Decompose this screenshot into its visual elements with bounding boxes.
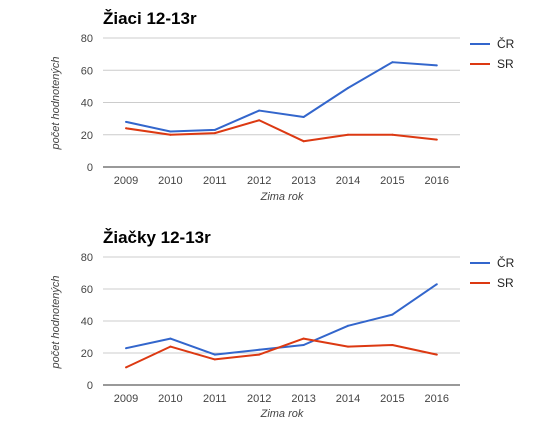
data-point <box>302 344 305 346</box>
y-tick-label: 20 <box>81 348 93 360</box>
data-point <box>169 345 172 348</box>
data-point <box>435 64 438 67</box>
y-tick-label: 20 <box>81 130 93 142</box>
x-tick-label: 2011 <box>203 393 227 405</box>
legend-label: ČR <box>497 255 515 270</box>
data-point <box>347 324 349 327</box>
data-point <box>169 130 172 133</box>
data-point <box>302 116 305 119</box>
x-tick-label: 2010 <box>158 175 182 187</box>
y-tick-label: 80 <box>81 33 93 45</box>
x-tick-label: 2016 <box>425 175 449 187</box>
x-tick-label: 2012 <box>247 175 271 187</box>
x-tick-label: 2010 <box>158 393 182 405</box>
data-point <box>347 86 349 89</box>
chart-title: Žiaci 12-13r <box>103 9 197 28</box>
data-point <box>213 353 216 356</box>
legend-label: SR <box>497 276 514 290</box>
chart-ziaci: Žiaci 12-13r 0 20 40 60 80 2009 2010 2011 2012 2… <box>50 9 515 203</box>
data-point <box>258 109 261 112</box>
x-tick-label: 2009 <box>114 393 138 405</box>
data-point <box>391 61 394 64</box>
y-tick-label: 0 <box>87 162 93 174</box>
data-point <box>125 120 127 123</box>
y-axis-label: počet hodnotených <box>50 57 62 151</box>
data-point <box>391 133 394 136</box>
chart-title: Žiačky 12-13r <box>103 228 211 247</box>
x-axis-label: Zima rok <box>260 191 304 203</box>
data-point <box>302 140 305 143</box>
legend-label: SR <box>497 57 514 71</box>
data-point <box>435 283 438 286</box>
data-point <box>213 358 216 361</box>
chart-ziacky: Žiačky 12-13r 0 20 40 60 80 2009 2010 2011 2012… <box>50 228 515 420</box>
x-tick-label: 2015 <box>380 393 404 405</box>
x-tick-label: 2014 <box>336 175 360 187</box>
data-point <box>347 133 349 136</box>
x-tick-label: 2013 <box>291 175 315 187</box>
legend-label: ČR <box>497 36 515 51</box>
y-tick-label: 80 <box>81 252 93 264</box>
data-point <box>391 344 394 346</box>
data-point <box>125 127 127 130</box>
x-tick-label: 2014 <box>336 393 360 405</box>
series-line-čr <box>125 61 437 133</box>
y-tick-label: 0 <box>87 380 93 392</box>
data-point <box>435 353 438 356</box>
x-tick-label: 2015 <box>380 175 404 187</box>
x-axis-label: Zima rok <box>260 408 304 420</box>
series-line-čr <box>125 283 438 356</box>
y-tick-label: 40 <box>81 98 93 110</box>
data-point <box>347 345 349 348</box>
data-point <box>391 313 394 316</box>
x-tick-label: 2016 <box>425 393 449 405</box>
series-line-sr <box>125 337 438 369</box>
y-tick-label: 40 <box>81 316 93 328</box>
data-point <box>125 366 127 369</box>
data-point <box>435 138 438 141</box>
data-point <box>258 353 261 356</box>
data-point <box>169 133 172 136</box>
series-line-sr <box>125 119 437 143</box>
x-tick-label: 2013 <box>291 393 315 405</box>
x-tick-label: 2009 <box>114 175 138 187</box>
y-tick-label: 60 <box>81 284 93 296</box>
x-tick-label: 2012 <box>247 393 271 405</box>
data-point <box>213 128 216 131</box>
y-axis-label: počet hodnotených <box>50 276 62 370</box>
data-point <box>258 348 261 351</box>
data-point <box>213 132 216 135</box>
x-tick-label: 2011 <box>203 175 227 187</box>
data-point <box>169 337 172 340</box>
data-point <box>302 337 305 340</box>
data-point <box>125 347 127 350</box>
data-point <box>258 119 261 122</box>
y-tick-label: 60 <box>81 65 93 77</box>
